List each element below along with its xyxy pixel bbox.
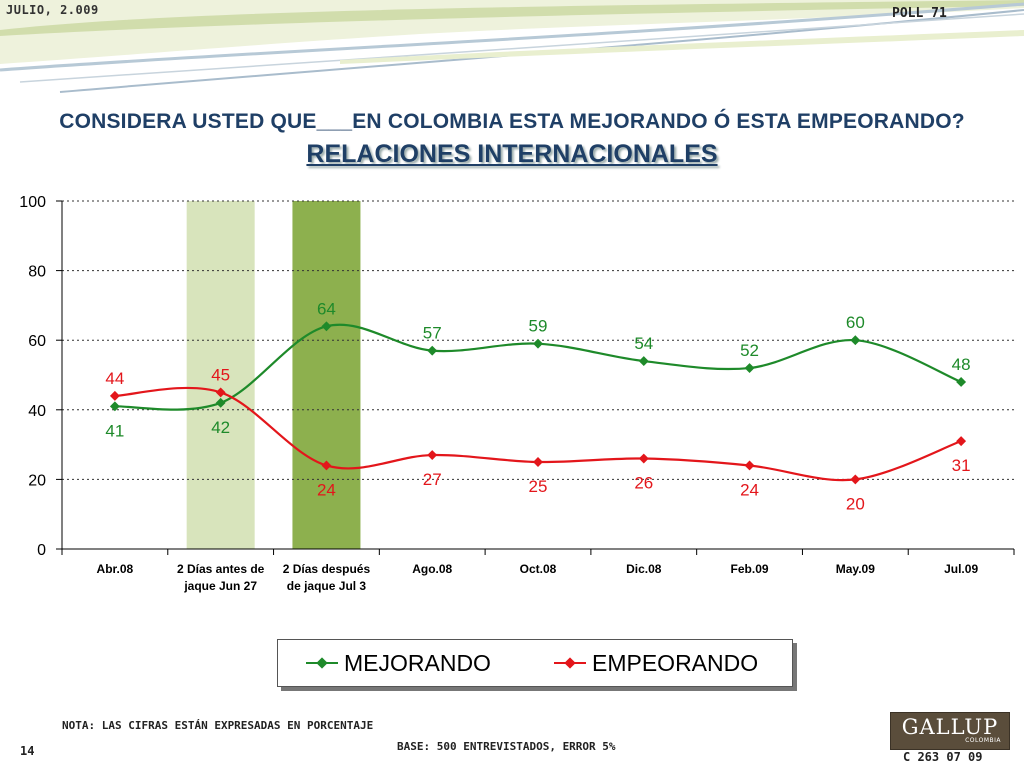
xtick-label: 2 Días después (283, 562, 371, 576)
data-point-mejorando (850, 335, 861, 346)
chart-legend: MEJORANDO EMPEORANDO (277, 639, 793, 687)
report-date: JULIO, 2.009 (6, 3, 99, 17)
xtick-label: de jaque Jul 3 (287, 579, 367, 593)
data-point-empeorando (109, 390, 120, 401)
poll-number: POLL 71 (892, 6, 947, 21)
ytick-label: 100 (19, 194, 46, 211)
data-point-mejorando (427, 345, 438, 356)
data-point-empeorando (427, 450, 438, 460)
ytick-label: 0 (37, 542, 46, 559)
data-point-empeorando (744, 460, 755, 471)
document-code: C 263 07 09 (903, 750, 983, 764)
legend-label-empeorando: EMPEORANDO (592, 649, 759, 676)
data-point-empeorando (956, 436, 967, 447)
data-label-empeorando: 25 (529, 477, 548, 496)
xtick-label: Dic.08 (626, 562, 662, 576)
data-label-mejorando: 52 (740, 341, 759, 360)
legend-marker-mejorando (306, 657, 338, 669)
chart-topic: RELACIONES INTERNACIONALES (306, 140, 718, 168)
data-point-empeorando (215, 387, 226, 398)
legend-marker-empeorando (554, 657, 586, 669)
xtick-label: Abr.08 (97, 562, 134, 576)
sample-base: BASE: 500 ENTREVISTADOS, ERROR 5% (397, 740, 616, 753)
data-point-empeorando (850, 474, 861, 485)
logo-wordmark: GALLUP (901, 715, 999, 739)
data-point-mejorando (215, 397, 226, 408)
data-label-mejorando: 54 (634, 334, 653, 353)
ytick-label: 40 (28, 403, 46, 420)
highlight-band-1 (292, 201, 361, 549)
legend-item-empeorando: EMPEORANDO (554, 640, 758, 686)
header-swoosh (0, 0, 1024, 93)
data-label-empeorando: 45 (211, 365, 230, 384)
ytick-label: 80 (28, 264, 46, 281)
line-chart: Abr.08 2 Días antes de jaque Jun 27 2 Días … (19, 194, 1015, 593)
data-label-empeorando: 20 (846, 494, 865, 513)
ytick-label: 60 (28, 333, 46, 350)
data-point-mejorando (744, 363, 755, 373)
xtick-label: Ago.08 (412, 562, 452, 576)
data-point-empeorando (533, 457, 543, 467)
xtick-label: Oct.08 (520, 562, 557, 576)
xtick-label: jaque Jun 27 (183, 579, 257, 593)
gallup-logo: GALLUP COLOMBIA (890, 712, 1010, 750)
ytick-label: 20 (28, 472, 46, 489)
data-label-mejorando: 57 (423, 324, 442, 343)
data-label-empeorando: 31 (952, 456, 971, 475)
data-label-empeorando: 27 (423, 470, 442, 489)
data-label-empeorando: 26 (634, 474, 653, 493)
xtick-label: Jul.09 (944, 562, 978, 576)
data-point-empeorando (321, 460, 332, 471)
data-label-mejorando: 42 (211, 418, 230, 437)
data-label-mejorando: 41 (105, 421, 124, 440)
data-label-mejorando: 60 (846, 313, 865, 332)
data-point-mejorando (638, 356, 649, 367)
data-label-empeorando: 44 (105, 369, 124, 388)
data-label-empeorando: 24 (740, 480, 759, 499)
data-point-mejorando (956, 377, 967, 387)
data-label-mejorando: 48 (952, 355, 971, 374)
data-label-mejorando: 59 (529, 317, 548, 336)
page-number: 14 (20, 744, 35, 758)
xtick-label: Feb.09 (731, 562, 769, 576)
legend-item-mejorando: MEJORANDO (306, 640, 491, 686)
legend-label-mejorando: MEJORANDO (344, 649, 491, 676)
logo-subtitle: COLOMBIA (965, 737, 1001, 744)
survey-question: CONSIDERA USTED QUE___EN COLOMBIA ESTA M… (59, 110, 965, 133)
data-label-mejorando: 64 (317, 299, 336, 318)
highlight-band-0 (186, 201, 255, 549)
data-point-mejorando (533, 338, 543, 349)
data-label-empeorando: 24 (317, 480, 336, 499)
xtick-label: May.09 (836, 562, 875, 576)
data-point-empeorando (638, 453, 649, 464)
footnote: NOTA: LAS CIFRAS ESTÁN EXPRESADAS EN POR… (62, 719, 374, 732)
data-point-mejorando (321, 321, 332, 332)
xtick-label: 2 Días antes de (177, 562, 265, 576)
